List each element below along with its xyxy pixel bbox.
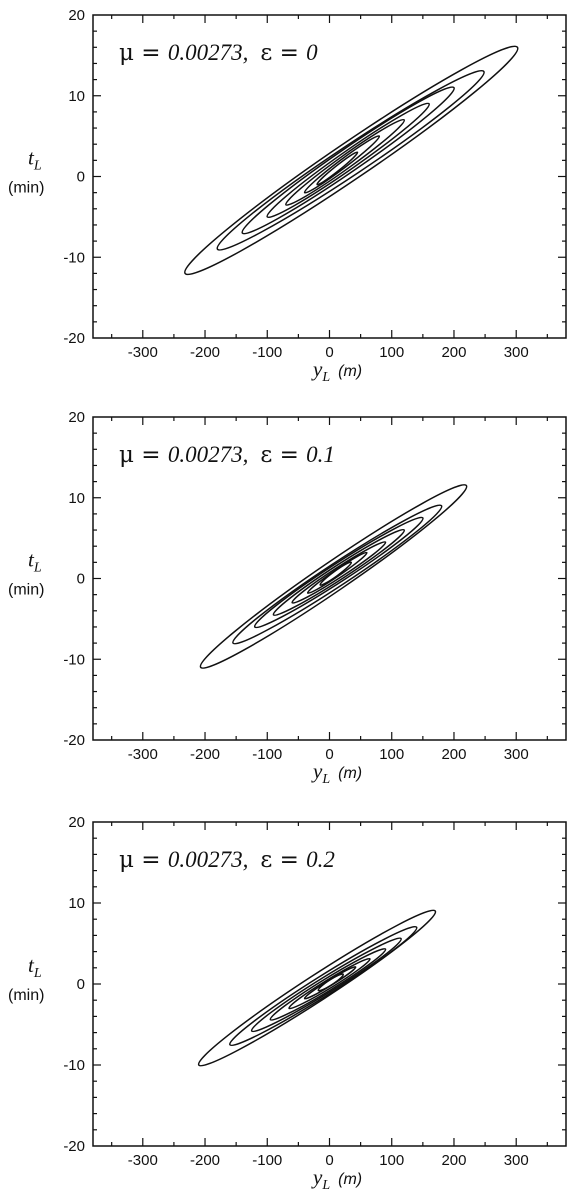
y-axis-label: tL bbox=[28, 953, 42, 981]
parameter-annotation: μ = 0.00273, ε = 0 bbox=[119, 40, 318, 66]
x-tick-label: -300 bbox=[128, 1152, 158, 1169]
x-tick-label: 200 bbox=[441, 344, 466, 361]
y-axis-unit: (min) bbox=[8, 582, 44, 599]
x-tick-label: 200 bbox=[441, 1152, 466, 1169]
y-tick-label: 10 bbox=[68, 895, 85, 912]
contour-line-6 bbox=[303, 135, 381, 194]
x-tick-label: 0 bbox=[325, 1152, 333, 1169]
x-tick-label: -100 bbox=[252, 344, 282, 361]
y-tick-label: -10 bbox=[63, 249, 85, 266]
contour-line-4 bbox=[269, 948, 387, 1021]
y-tick-label: 10 bbox=[68, 490, 85, 507]
y-axis-label: tL bbox=[28, 548, 42, 576]
y-tick-label: -20 bbox=[63, 330, 85, 347]
parameter-annotation: μ = 0.00273, ε = 0.2 bbox=[119, 847, 335, 873]
contour-set bbox=[184, 45, 519, 276]
x-tick-label: 300 bbox=[504, 746, 529, 763]
contour-line-4 bbox=[272, 528, 406, 616]
x-tick-label: 100 bbox=[379, 1152, 404, 1169]
contour-line-2 bbox=[216, 69, 485, 251]
y-tick-label: 0 bbox=[77, 571, 85, 588]
x-tick-label: 200 bbox=[441, 746, 466, 763]
contour-line-7 bbox=[319, 561, 353, 586]
x-tick-label: 300 bbox=[504, 344, 529, 361]
contour-line-3 bbox=[250, 937, 402, 1033]
x-tick-label: 300 bbox=[504, 1152, 529, 1169]
x-axis-label: yL (m) bbox=[311, 357, 362, 385]
contour-line-2 bbox=[232, 504, 443, 645]
contour-line-7 bbox=[317, 973, 345, 992]
contour-line-5 bbox=[288, 957, 371, 1010]
contour-line-1 bbox=[199, 484, 468, 669]
y-tick-label: 20 bbox=[68, 814, 85, 831]
contour-line-4 bbox=[266, 102, 430, 219]
contour-line-5 bbox=[285, 118, 406, 206]
y-axis-label: tL bbox=[28, 146, 42, 174]
contour-line-3 bbox=[241, 86, 455, 235]
x-axis-label: yL (m) bbox=[311, 759, 362, 787]
y-tick-label: 20 bbox=[68, 7, 85, 24]
y-tick-label: -20 bbox=[63, 732, 85, 749]
x-tick-label: -300 bbox=[128, 746, 158, 763]
contour-line-3 bbox=[253, 516, 424, 629]
x-tick-label: -200 bbox=[190, 746, 220, 763]
contour-line-1 bbox=[197, 909, 437, 1067]
x-tick-label: -200 bbox=[190, 344, 220, 361]
y-tick-label: -20 bbox=[63, 1138, 85, 1155]
contour-line-1 bbox=[184, 45, 519, 276]
y-axis-unit: (min) bbox=[8, 180, 44, 197]
parameter-annotation: μ = 0.00273, ε = 0.1 bbox=[119, 442, 335, 468]
y-tick-label: 0 bbox=[77, 169, 85, 186]
y-tick-label: -10 bbox=[63, 1057, 85, 1074]
y-axis-unit: (min) bbox=[8, 987, 44, 1004]
x-tick-label: 100 bbox=[379, 746, 404, 763]
y-tick-label: 20 bbox=[68, 409, 85, 426]
contour-line-7 bbox=[316, 151, 359, 186]
contour-line-2 bbox=[229, 925, 418, 1047]
x-tick-label: 0 bbox=[325, 746, 333, 763]
y-tick-label: 10 bbox=[68, 88, 85, 105]
contour-set bbox=[199, 484, 468, 669]
y-tick-label: -10 bbox=[63, 651, 85, 668]
x-tick-label: -100 bbox=[252, 746, 282, 763]
x-axis-label: yL (m) bbox=[311, 1165, 362, 1193]
x-tick-label: 100 bbox=[379, 344, 404, 361]
x-tick-label: 0 bbox=[325, 344, 333, 361]
y-tick-label: 0 bbox=[77, 976, 85, 993]
x-tick-label: -100 bbox=[252, 1152, 282, 1169]
contour-line-5 bbox=[291, 541, 387, 604]
x-tick-label: -300 bbox=[128, 344, 158, 361]
contour-set bbox=[197, 909, 437, 1067]
x-tick-label: -200 bbox=[190, 1152, 220, 1169]
